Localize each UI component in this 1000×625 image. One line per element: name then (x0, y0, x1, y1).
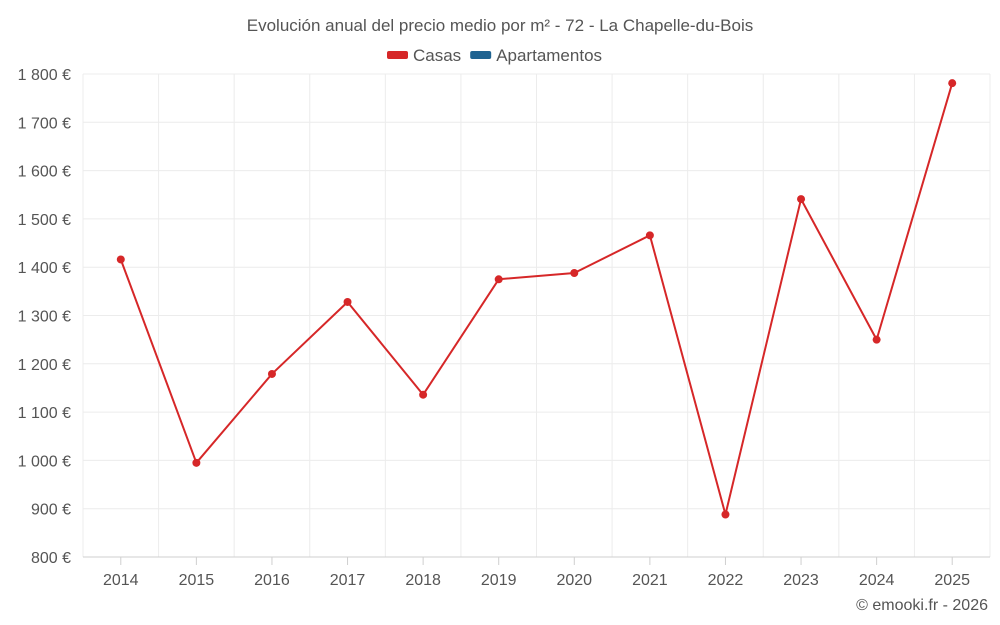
data-point[interactable] (570, 268, 579, 277)
x-tick-label: 2020 (556, 572, 592, 589)
legend[interactable]: Casas Apartamentos (387, 46, 602, 65)
y-tick-label: 800 € (31, 550, 71, 567)
y-tick-label: 1 100 € (18, 405, 71, 422)
y-tick-label: 1 200 € (18, 357, 71, 374)
x-tick-label: 2018 (405, 572, 441, 589)
y-tick-label: 1 300 € (18, 309, 71, 326)
y-tick-label: 1 700 € (18, 115, 71, 132)
x-tick-label: 2022 (708, 572, 744, 589)
data-point[interactable] (872, 335, 881, 344)
legend-label: Casas (413, 46, 461, 65)
legend-label: Apartamentos (496, 46, 602, 65)
y-tick-label: 1 500 € (18, 212, 71, 229)
data-point[interactable] (116, 255, 125, 264)
y-tick-label: 1 600 € (18, 164, 71, 181)
y-tick-label: 1 800 € (18, 67, 71, 84)
y-tick-label: 900 € (31, 502, 71, 519)
x-tick-label: 2014 (103, 572, 139, 589)
x-tick-label: 2017 (330, 572, 366, 589)
x-tick-label: 2024 (859, 572, 895, 589)
data-point[interactable] (267, 369, 276, 378)
data-point[interactable] (494, 275, 503, 284)
horizontal-gridlines (83, 73, 990, 510)
data-point[interactable] (419, 390, 428, 399)
series-line-casas (119, 82, 954, 516)
x-tick-label: 2015 (179, 572, 215, 589)
x-tick-label: 2021 (632, 572, 668, 589)
x-tick-label: 2023 (783, 572, 819, 589)
legend-item-apartamentos[interactable]: Apartamentos (470, 46, 602, 65)
chart-title: Evolución anual del precio medio por m² … (247, 16, 754, 35)
series-layer (116, 79, 957, 519)
credit-text: © emooki.fr - 2026 (856, 597, 988, 614)
x-axis-tick-labels: 2014 2015 2016 2017 2018 2019 2020 2021 2022 2023… (103, 557, 970, 589)
y-axis-tick-labels: 800 € 900 € 1 000 € 1 100 € 1 200 € 1 300 € 1 … (18, 67, 71, 567)
legend-swatch (470, 51, 492, 59)
data-point[interactable] (192, 458, 201, 467)
x-tick-label: 2019 (481, 572, 517, 589)
data-point[interactable] (645, 231, 654, 240)
legend-swatch (387, 51, 408, 59)
legend-item-casas[interactable]: Casas (387, 46, 461, 65)
y-tick-label: 1 000 € (18, 453, 71, 470)
data-point[interactable] (797, 195, 806, 204)
data-point[interactable] (721, 510, 730, 519)
y-tick-label: 1 400 € (18, 260, 71, 277)
data-point[interactable] (948, 79, 957, 88)
x-tick-label: 2025 (934, 572, 970, 589)
x-tick-label: 2016 (254, 572, 290, 589)
data-point[interactable] (343, 297, 352, 306)
series-casas (116, 79, 957, 519)
